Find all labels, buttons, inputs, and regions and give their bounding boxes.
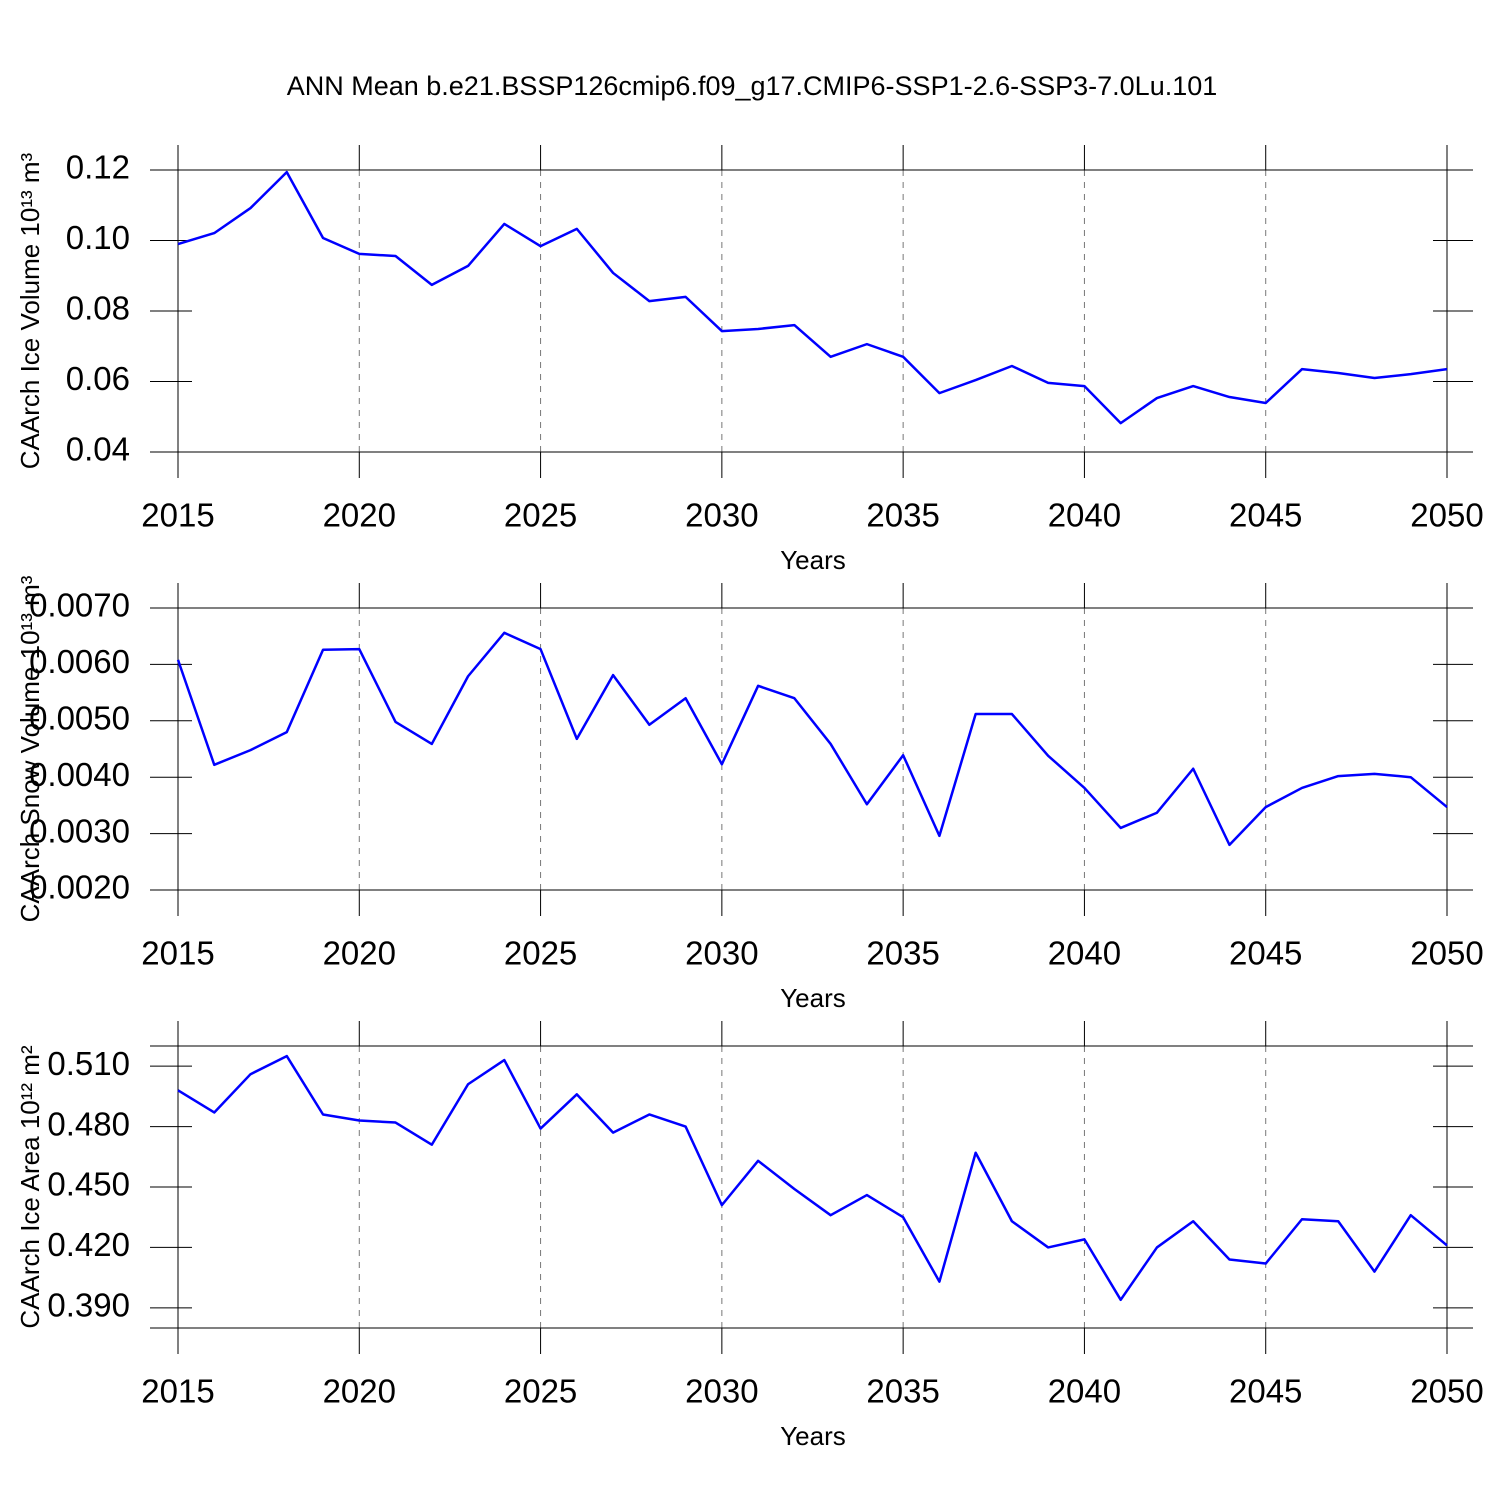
x-tick-label: 2050 — [1410, 497, 1483, 534]
x-axis-label: Years — [780, 545, 846, 575]
y-tick-label: 0.0050 — [29, 700, 130, 737]
x-tick-label: 2020 — [323, 497, 396, 534]
chart-title: ANN Mean b.e21.BSSP126cmip6.f09_g17.CMIP… — [287, 71, 1218, 101]
data-line — [176, 631, 1448, 847]
y-tick-label: 0.480 — [47, 1105, 130, 1142]
y-tick-label: 0.510 — [47, 1045, 130, 1082]
x-tick-label: 2025 — [504, 1373, 577, 1410]
x-tick-label: 2045 — [1229, 1373, 1302, 1410]
y-tick-label: 0.08 — [66, 290, 130, 327]
y-axis-label: CAArch Snow Volume 10¹³ m³ — [15, 575, 45, 922]
x-tick-label: 2040 — [1048, 1373, 1121, 1410]
x-tick-label: 2040 — [1048, 497, 1121, 534]
y-tick-label: 0.12 — [66, 149, 130, 186]
y-tick-label: 0.420 — [47, 1226, 130, 1263]
x-tick-label: 2040 — [1048, 935, 1121, 972]
x-tick-label: 2030 — [685, 1373, 758, 1410]
y-tick-label: 0.0060 — [29, 643, 130, 680]
x-tick-label: 2035 — [866, 935, 939, 972]
x-tick-label: 2045 — [1229, 497, 1302, 534]
y-tick-label: 0.06 — [66, 360, 130, 397]
y-tick-label: 0.0040 — [29, 756, 130, 793]
x-tick-label: 2020 — [323, 935, 396, 972]
y-tick-label: 0.0070 — [29, 587, 130, 624]
y-axis-label: CAArch Ice Area 10¹² m² — [15, 1045, 45, 1329]
x-axis-label: Years — [780, 1421, 846, 1451]
y-tick-label: 0.04 — [66, 431, 130, 468]
x-tick-label: 2030 — [685, 497, 758, 534]
y-tick-label: 0.390 — [47, 1287, 130, 1324]
x-tick-label: 2045 — [1229, 935, 1302, 972]
x-tick-label: 2030 — [685, 935, 758, 972]
x-tick-label: 2020 — [323, 1373, 396, 1410]
x-tick-label: 2035 — [866, 1373, 939, 1410]
x-tick-label: 2015 — [141, 935, 214, 972]
x-tick-label: 2015 — [141, 1373, 214, 1410]
data-line — [177, 170, 1448, 425]
x-tick-label: 2050 — [1410, 1373, 1483, 1410]
y-tick-label: 0.0030 — [29, 812, 130, 849]
data-line — [177, 1054, 1448, 1302]
x-axis-label: Years — [780, 983, 846, 1013]
y-axis-label: CAArch Ice Volume 10¹³ m³ — [15, 152, 45, 469]
x-tick-label: 2025 — [504, 497, 577, 534]
x-tick-label: 2050 — [1410, 935, 1483, 972]
y-tick-label: 0.10 — [66, 219, 130, 256]
y-tick-label: 0.0020 — [29, 869, 130, 906]
y-tick-label: 0.450 — [47, 1166, 130, 1203]
x-tick-label: 2025 — [504, 935, 577, 972]
x-tick-label: 2035 — [866, 497, 939, 534]
x-tick-label: 2015 — [141, 497, 214, 534]
